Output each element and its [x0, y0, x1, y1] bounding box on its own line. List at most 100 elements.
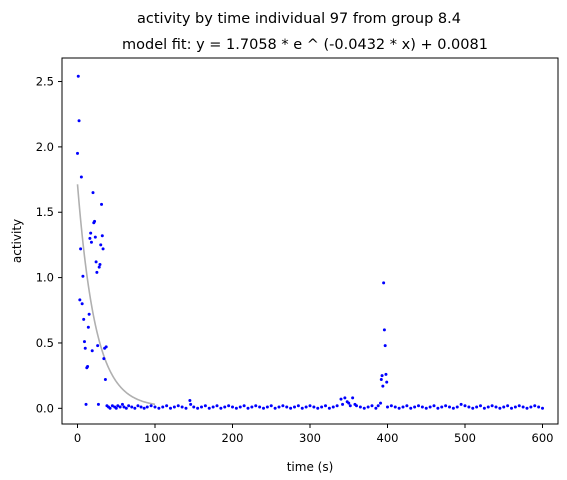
plot-area [61, 57, 559, 425]
data-point [95, 270, 99, 274]
data-point [339, 397, 343, 401]
data-point [331, 405, 335, 409]
data-point [413, 405, 417, 409]
data-point [320, 405, 324, 409]
fit-curve [76, 184, 156, 406]
x-tick-label: 400 [377, 431, 399, 445]
data-point [180, 405, 184, 409]
data-point [130, 405, 134, 409]
data-point [379, 378, 383, 382]
data-point [254, 404, 258, 408]
data-point [510, 406, 513, 410]
data-point [250, 405, 254, 409]
data-point [409, 406, 413, 410]
data-point [77, 119, 81, 123]
data-point [281, 404, 285, 408]
data-point [242, 404, 246, 408]
data-point [157, 406, 161, 410]
y-tick-label: 0.5 [36, 336, 54, 350]
data-point [82, 317, 86, 321]
data-point [444, 404, 448, 408]
data-point [96, 402, 100, 406]
data-point [136, 404, 140, 408]
data-point [101, 247, 105, 251]
data-point [145, 405, 149, 409]
data-point [316, 406, 320, 410]
data-point [246, 406, 250, 410]
data-point [118, 405, 122, 409]
data-point [176, 404, 180, 408]
data-point [424, 406, 428, 410]
data-point [517, 404, 521, 408]
data-point [440, 405, 444, 409]
data-point [293, 405, 296, 409]
data-point [79, 247, 83, 251]
data-point [78, 298, 82, 302]
data-point [376, 404, 380, 408]
data-point [86, 325, 90, 329]
data-point [88, 236, 92, 240]
data-point [343, 396, 347, 400]
data-point [341, 402, 345, 406]
data-point [397, 406, 401, 410]
data-point [76, 151, 79, 155]
x-tick-label: 600 [532, 431, 554, 445]
data-point [471, 406, 475, 410]
data-point [498, 406, 502, 410]
data-point [207, 406, 211, 410]
data-point [436, 406, 440, 410]
data-point [114, 406, 118, 410]
data-point [362, 406, 366, 410]
data-point [79, 175, 83, 179]
data-point [104, 345, 108, 349]
x-tick-label: 500 [454, 431, 476, 445]
data-point [120, 402, 124, 406]
data-point [273, 406, 277, 410]
y-tick-label: 1.0 [36, 271, 54, 285]
data-point [486, 405, 490, 409]
data-point [300, 406, 304, 410]
data-point [100, 234, 104, 238]
data-point [165, 404, 169, 408]
x-axis-label: time (s) [287, 460, 334, 474]
data-point [108, 406, 112, 410]
x-axis: 0 100 200 300 400 500 600 [74, 424, 554, 445]
data-point [196, 406, 200, 410]
data-point [459, 402, 463, 406]
y-axis-label: activity [10, 219, 24, 263]
data-point [97, 265, 101, 269]
data-point [455, 405, 459, 409]
data-point [428, 405, 432, 409]
data-point [124, 406, 128, 410]
data-point [234, 406, 238, 410]
data-point [103, 378, 107, 382]
data-point [475, 405, 479, 409]
data-point [479, 404, 482, 408]
fit-layer [76, 184, 156, 406]
data-point [351, 396, 355, 400]
data-point [312, 405, 316, 409]
data-point [381, 384, 385, 388]
data-point [87, 312, 91, 316]
data-point [482, 406, 486, 410]
data-point [127, 404, 131, 408]
data-point [231, 405, 234, 409]
data-point [537, 405, 541, 409]
data-point [89, 240, 93, 244]
data-point [215, 404, 219, 408]
data-point [355, 404, 358, 408]
data-point [192, 405, 196, 409]
data-point [382, 281, 386, 285]
data-point [385, 380, 389, 384]
data-point [335, 404, 339, 408]
data-point [139, 405, 143, 409]
data-point [93, 219, 97, 223]
data-point [83, 346, 87, 350]
data-point [327, 406, 331, 410]
data-point [258, 405, 262, 409]
data-point [262, 406, 265, 410]
data-point [308, 404, 312, 408]
data-point [494, 405, 498, 409]
data-point [133, 406, 137, 410]
